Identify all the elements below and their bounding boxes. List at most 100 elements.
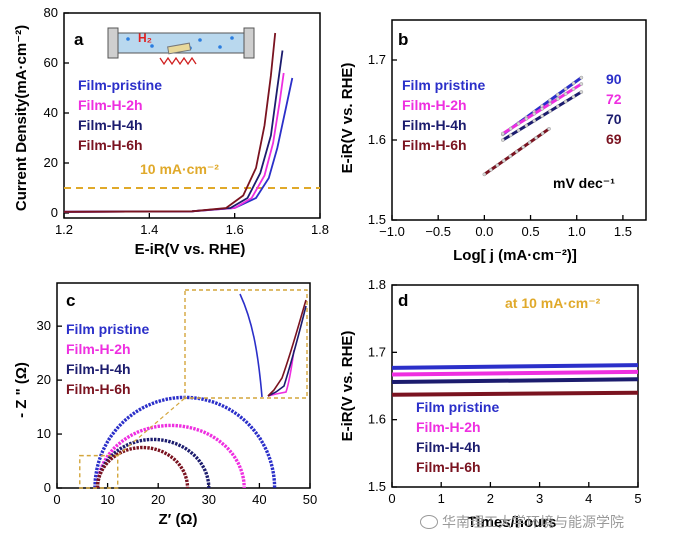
legend-entry: Film-H-2h xyxy=(78,97,143,113)
panel-a-label: a xyxy=(74,30,84,49)
legend-entry: Film pristine xyxy=(66,321,149,337)
panel-c-y-tick-label: 0 xyxy=(44,480,51,495)
panel-b-xlabel: Log[ j (mA·cm⁻²)] xyxy=(453,247,577,264)
tafel-point xyxy=(555,97,560,101)
lsv-curve xyxy=(63,32,277,213)
legend-entry: Film-H-6h xyxy=(402,137,467,153)
legend-entry: Film-H-2h xyxy=(416,419,481,435)
panel-d-y-tick-label: 1.8 xyxy=(368,277,386,292)
panel-d-ylabel: E-iR(V vs. RHE) xyxy=(339,331,356,442)
panel-d-x-tick-label: 0 xyxy=(388,491,395,506)
tafel-point xyxy=(500,138,505,142)
panel-b-x-tick-label: 0.5 xyxy=(522,224,540,239)
panel-a-xlabel: E-iR(V vs. RHE) xyxy=(135,241,246,258)
panel-a-plot-frame xyxy=(63,12,321,219)
reactor-inset-icon: H₂ xyxy=(107,27,255,66)
tafel-point xyxy=(571,87,576,91)
tafel-point xyxy=(571,81,576,86)
panel-d-annotation: at 10 mA·cm⁻² xyxy=(505,295,601,311)
tafel-slope-value: 69 xyxy=(606,131,622,147)
tafel-point xyxy=(508,126,513,131)
tafel-point xyxy=(579,90,584,94)
panel-c-ylabel: - Z " (Ω) xyxy=(13,362,30,418)
stability-trace xyxy=(391,369,639,377)
inset-curve xyxy=(239,293,263,398)
panel-c-x-tick-label: 40 xyxy=(252,492,266,507)
tafel-point xyxy=(508,154,513,159)
panel-a-x-tick-label: 1.6 xyxy=(226,222,244,237)
panel-d-y-tick-label: 1.6 xyxy=(368,412,386,427)
legend-entry: Film-H-6h xyxy=(66,381,131,397)
tafel-point xyxy=(501,158,506,163)
legend-entry: Film-H-6h xyxy=(416,459,481,475)
tafel-point xyxy=(555,92,560,97)
panel-a-y-tick-label: 60 xyxy=(44,55,58,70)
panel-a-x-tick-label: 1.4 xyxy=(140,222,158,237)
tafel-slope-value: 72 xyxy=(606,91,622,107)
tafel-point xyxy=(555,104,560,109)
panel-a-legend: Film-pristine Film-H-2h Film-H-4h Film-H-6h xyxy=(78,77,162,153)
panel-b-legend: Film pristine Film-H-2h Film-H-4h Film-H-6h xyxy=(402,77,485,153)
panel-b-plot-frame xyxy=(391,19,647,221)
tafel-point xyxy=(524,123,529,128)
panel-a-y-tick-label: 80 xyxy=(44,5,58,20)
legend-entry: Film-H-4h xyxy=(402,117,467,133)
tafel-point xyxy=(524,116,529,121)
nyquist-arc xyxy=(95,423,246,489)
panel-c-y-tick-label: 10 xyxy=(37,426,51,441)
panel-c-plot-frame xyxy=(56,282,311,489)
panel-b-label: b xyxy=(398,30,408,49)
panel-d-y-tick-label: 1.7 xyxy=(368,344,386,359)
watermark: 华南理工大学环境与能源学院 xyxy=(420,512,624,532)
wechat-icon xyxy=(420,515,438,529)
panel-d-xlabel: Times/hours xyxy=(468,514,557,531)
panel-d-x-tick-label: 5 xyxy=(634,491,641,506)
panel-a-y-tick-label: 0 xyxy=(51,205,58,220)
legend-entry: Film-H-4h xyxy=(416,439,481,455)
legend-entry: Film pristine xyxy=(402,77,485,93)
tafel-point xyxy=(508,133,513,138)
tafel-point xyxy=(495,163,500,168)
stability-trace xyxy=(391,377,639,384)
legend-entry: Film pristine xyxy=(416,399,499,415)
panel-b-unit: mV dec⁻¹ xyxy=(553,175,615,191)
legend-entry: Film-H-2h xyxy=(402,97,467,113)
zoom-connector xyxy=(117,397,186,457)
panel-d-x-tick-label: 3 xyxy=(536,491,543,506)
legend-entry: Film-H-2h xyxy=(66,341,131,357)
panel-d: d at 10 mA·cm⁻² E-iR(V vs. RHE) Times/ho… xyxy=(339,277,642,531)
panel-c-y-tick-label: 30 xyxy=(37,318,51,333)
panel-b-x-tick-label: 0.0 xyxy=(475,224,493,239)
panel-c-legend: Film pristine Film-H-2h Film-H-4h Film-H-6h xyxy=(66,321,149,397)
tafel-point xyxy=(579,82,584,86)
panel-c-x-tick-label: 50 xyxy=(303,492,317,507)
nyquist-arc xyxy=(95,445,190,488)
panel-d-label: d xyxy=(398,291,408,310)
panel-b-x-tick-label: 1.0 xyxy=(568,224,586,239)
tafel-slope-value: 70 xyxy=(606,111,622,127)
panel-c-x-tick-label: 20 xyxy=(151,492,165,507)
panel-b-y-tick-label: 1.6 xyxy=(368,132,386,147)
panel-c-label: c xyxy=(66,291,75,310)
tafel-point xyxy=(571,94,576,99)
panel-a-reference-label: 10 mA·cm⁻² xyxy=(140,161,219,177)
watermark-text: 华南理工大学环境与能源学院 xyxy=(442,515,624,531)
panel-a: a Current Density(mA·cm⁻²) E-iR(V vs. RH… xyxy=(13,5,329,258)
legend-entry: Film-pristine xyxy=(78,77,162,93)
tafel-point xyxy=(521,145,526,149)
panel-c-x-tick-label: 30 xyxy=(202,492,216,507)
legend-entry: Film-H-6h xyxy=(78,137,143,153)
panel-b-x-tick-label: −0.5 xyxy=(425,224,451,239)
panel-b-y-tick-label: 1.7 xyxy=(368,52,386,67)
stability-trace xyxy=(391,390,639,397)
panel-a-y-tick-label: 20 xyxy=(44,155,58,170)
panel-c-xlabel: Z′ (Ω) xyxy=(159,511,198,528)
tafel-point xyxy=(548,109,552,114)
panel-b-x-tick-label: 1.5 xyxy=(614,224,632,239)
tafel-point xyxy=(534,136,538,140)
panel-d-legend: Film pristine Film-H-2h Film-H-4h Film-H-6h xyxy=(416,399,499,475)
tafel-point xyxy=(579,75,584,80)
panel-a-y-tick-label: 40 xyxy=(44,105,58,120)
inset-curve xyxy=(267,299,307,397)
